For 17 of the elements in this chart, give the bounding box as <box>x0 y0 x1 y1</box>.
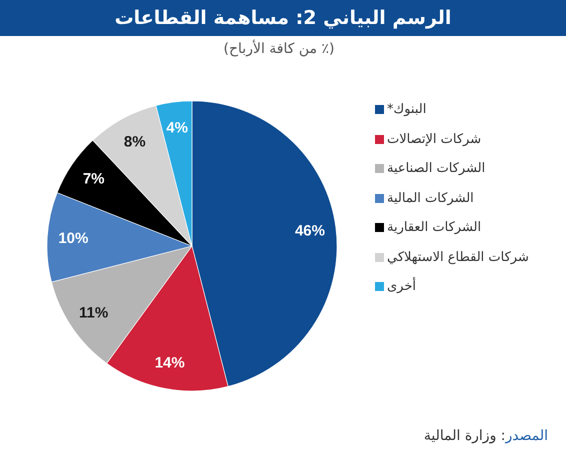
data-label: 10% <box>58 230 88 248</box>
text: المصدر: وزارة المالية <box>424 428 548 444</box>
data-label: 46% <box>294 222 325 240</box>
legend-label: الشركات المالية <box>387 190 474 206</box>
legend-label: الشركات الصناعية <box>387 161 486 176</box>
data-label: 4% <box>166 120 188 137</box>
legend-label: البنوك* <box>387 102 426 118</box>
legend-label: شركات القطاع الاستهلاكي <box>387 250 529 265</box>
data-label: 11% <box>79 304 108 322</box>
data-label: 14% <box>154 354 185 372</box>
legend-label: الشركات العقارية <box>387 220 482 236</box>
data-label: 8% <box>124 133 146 150</box>
legend-label: شركات الإتصالات <box>387 132 482 147</box>
data-label: 7% <box>82 170 105 188</box>
chart-title: الرسم البياني 2: مساهمة القطاعات <box>0 0 566 36</box>
legend-label: أخرى <box>387 279 416 294</box>
chart-subtitle: (٪ من كافة الأرباح) <box>222 39 336 59</box>
